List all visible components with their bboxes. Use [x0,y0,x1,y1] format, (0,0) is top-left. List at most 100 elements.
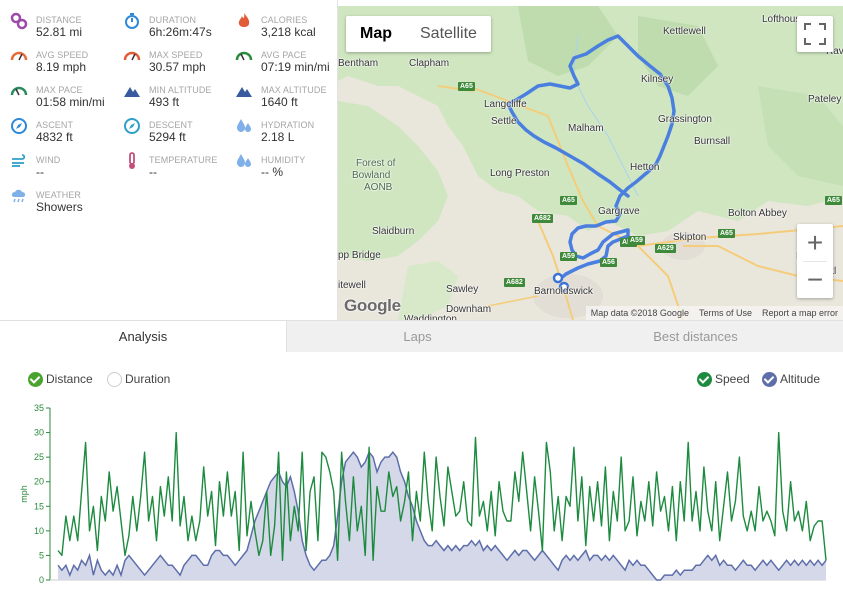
map-place-label: Skipton [673,232,707,243]
map-place-label: Grassington [658,114,712,125]
map-place-label: AONB [364,182,393,193]
map-place-label: Rav [826,46,843,57]
map-place-label: Hetton [630,162,660,173]
speedometer-icon [123,51,141,61]
map-place-label: Waddington [404,314,457,320]
road-shield: A682 [504,278,525,287]
stat-label: TEMPERATURE [149,155,218,165]
stat-value: -- [149,165,157,179]
map-type-map-button[interactable]: Map [360,25,392,42]
map-place-label: Langcliffe [484,99,527,110]
map-place-label: Kettlewell [663,26,706,37]
road-shield: A629 [655,244,676,253]
road-shield: A56 [600,258,617,267]
y-tick-label: 20 [34,477,44,487]
x-axis-duration-toggle[interactable]: Duration [107,370,170,388]
stat-humidity: HUMIDITY -- % [225,140,335,179]
altitude-series-toggle[interactable]: Altitude [762,370,820,388]
terms-of-use-link[interactable]: Terms of Use [698,308,752,318]
stat-value: 5294 ft [149,130,186,144]
map-place-label: Forest of [356,158,396,169]
stat-distance: DISTANCE 52.81 mi [0,0,110,39]
speedometer-icon [10,51,28,61]
stat-max-pace: MAX PACE 01:58 min/mi [0,70,110,109]
checked-icon [697,371,712,387]
stat-value: 52.81 mi [36,25,83,39]
distance-icon [10,12,28,30]
thermometer-icon [129,152,135,169]
y-tick-label: 30 [34,428,44,438]
map-canvas[interactable] [338,6,843,320]
stat-avg-pace: AVG PACE 07:19 min/mi [225,35,335,74]
speed-altitude-chart[interactable]: 0 5 10 15 20 25 30 35 mph [0,400,843,594]
map-place-label: itewell [338,280,366,291]
cloud-rain-icon [11,189,26,203]
stat-value: 4832 ft [36,130,73,144]
road-shield: A682 [532,214,553,223]
fullscreen-icon [804,23,826,45]
stopwatch-icon [125,13,139,29]
stat-label: HYDRATION [261,120,315,130]
tab-laps[interactable]: Laps [403,329,432,344]
stat-max-speed: MAX SPEED 30.57 mph [113,35,223,74]
stat-ascent: ASCENT 4832 ft [0,105,110,144]
road-shield: A59 [628,236,645,245]
tab-analysis[interactable]: Analysis [0,321,287,353]
toggle-label: Speed [715,372,750,386]
stat-value: Showers [36,200,83,214]
route-map[interactable]: Lofthouse Kettlewell Rav Clapham Bentham Kiln… [338,6,843,320]
stat-max-altitude: MAX ALTITUDE 1640 ft [225,70,335,109]
toggle-label: Altitude [780,372,821,386]
stat-label: DISTANCE [36,15,82,25]
stat-label: MAX ALTITUDE [261,85,327,95]
stat-label: WEATHER [36,190,82,200]
stats-panel: DISTANCE 52.81 mi DURATION 6h:26m:47s CALORI… [0,0,338,320]
map-place-label: pp Bridge [338,250,381,261]
y-tick-label: 0 [39,575,44,585]
y-tick-label: 15 [34,501,44,511]
stat-min-altitude: MIN ALTITUDE 493 ft [113,70,223,109]
tab-bar: Analysis Laps Best distances [0,320,843,353]
tab-best-distances[interactable]: Best distances [653,329,738,344]
map-place-label: Burnsall [694,136,731,147]
pace-gauge-icon [235,51,253,61]
y-tick-label: 5 [39,550,44,560]
zoom-control: + − [797,224,833,298]
map-place-label: Sawley [446,284,479,295]
road-shield: A65 [458,82,475,91]
stat-value: 2.18 L [261,130,295,144]
report-map-error-link[interactable]: Report a map error [761,308,838,318]
stat-label: ASCENT [36,120,74,130]
mountain-icon [236,87,252,97]
toggle-label: Duration [125,372,171,386]
y-axis-label: mph [19,485,29,503]
road-shield: A65 [718,229,735,238]
speed-series-toggle[interactable]: Speed [697,370,750,388]
google-logo: Google [344,296,401,315]
map-place-label: Long Preston [490,168,550,179]
map-type-satellite-button[interactable]: Satellite [420,25,477,42]
map-data-credit: Map data ©2018 Google [590,308,689,318]
pace-gauge-icon [10,86,28,96]
fullscreen-button[interactable] [797,16,833,52]
stat-label: WIND [36,155,61,165]
stat-label: AVG PACE [261,50,307,60]
road-shield: A65 [560,196,577,205]
zoom-in-button[interactable]: + [806,227,824,258]
stat-value: 07:19 min/mi [261,60,330,74]
stat-avg-speed: AVG SPEED 8.19 mph [0,35,110,74]
stat-descent: DESCENT 5294 ft [113,105,223,144]
toggle-label: Distance [46,372,93,386]
droplets-icon [237,154,251,167]
zoom-divider [803,261,827,262]
x-axis-distance-toggle[interactable]: Distance [28,370,93,388]
stat-label: MAX SPEED [149,50,203,60]
mountain-icon [124,87,140,97]
stat-weather: WEATHER Showers [0,175,110,214]
zoom-out-button[interactable]: − [806,264,824,295]
stat-calories: CALORIES 3,218 kcal [225,0,335,39]
stat-value: 6h:26m:47s [149,25,212,39]
map-place-label: Slaidburn [372,226,415,237]
y-tick-label: 35 [34,403,44,413]
stat-hydration: HYDRATION 2.18 L [225,105,335,144]
